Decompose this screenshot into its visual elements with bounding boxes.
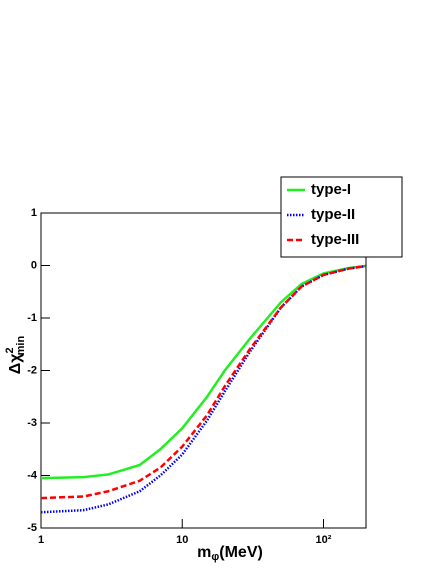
y-tick-label: -3 bbox=[27, 417, 37, 429]
x-tick-label: 10 bbox=[176, 534, 188, 546]
legend-label: type-I bbox=[311, 181, 351, 198]
x-tick-label: 1 bbox=[38, 534, 44, 546]
y-tick-label: -4 bbox=[27, 469, 38, 481]
x-tick-label: 10² bbox=[316, 534, 332, 546]
plot-frame bbox=[40, 212, 367, 529]
y-tick-label: -1 bbox=[27, 312, 37, 324]
y-axis-label: Δχ2min bbox=[4, 336, 27, 375]
legend-label: type-II bbox=[311, 206, 355, 223]
y-tick-label: 0 bbox=[31, 259, 37, 271]
series-line bbox=[40, 264, 367, 480]
y-tick-label: -2 bbox=[27, 364, 37, 376]
x-axis-label: mφ(MeV) bbox=[197, 544, 263, 563]
y-tick-label: -5 bbox=[27, 522, 37, 534]
legend-label: type-III bbox=[311, 231, 359, 248]
y-tick-label: 1 bbox=[31, 207, 37, 219]
series-line bbox=[40, 264, 367, 500]
